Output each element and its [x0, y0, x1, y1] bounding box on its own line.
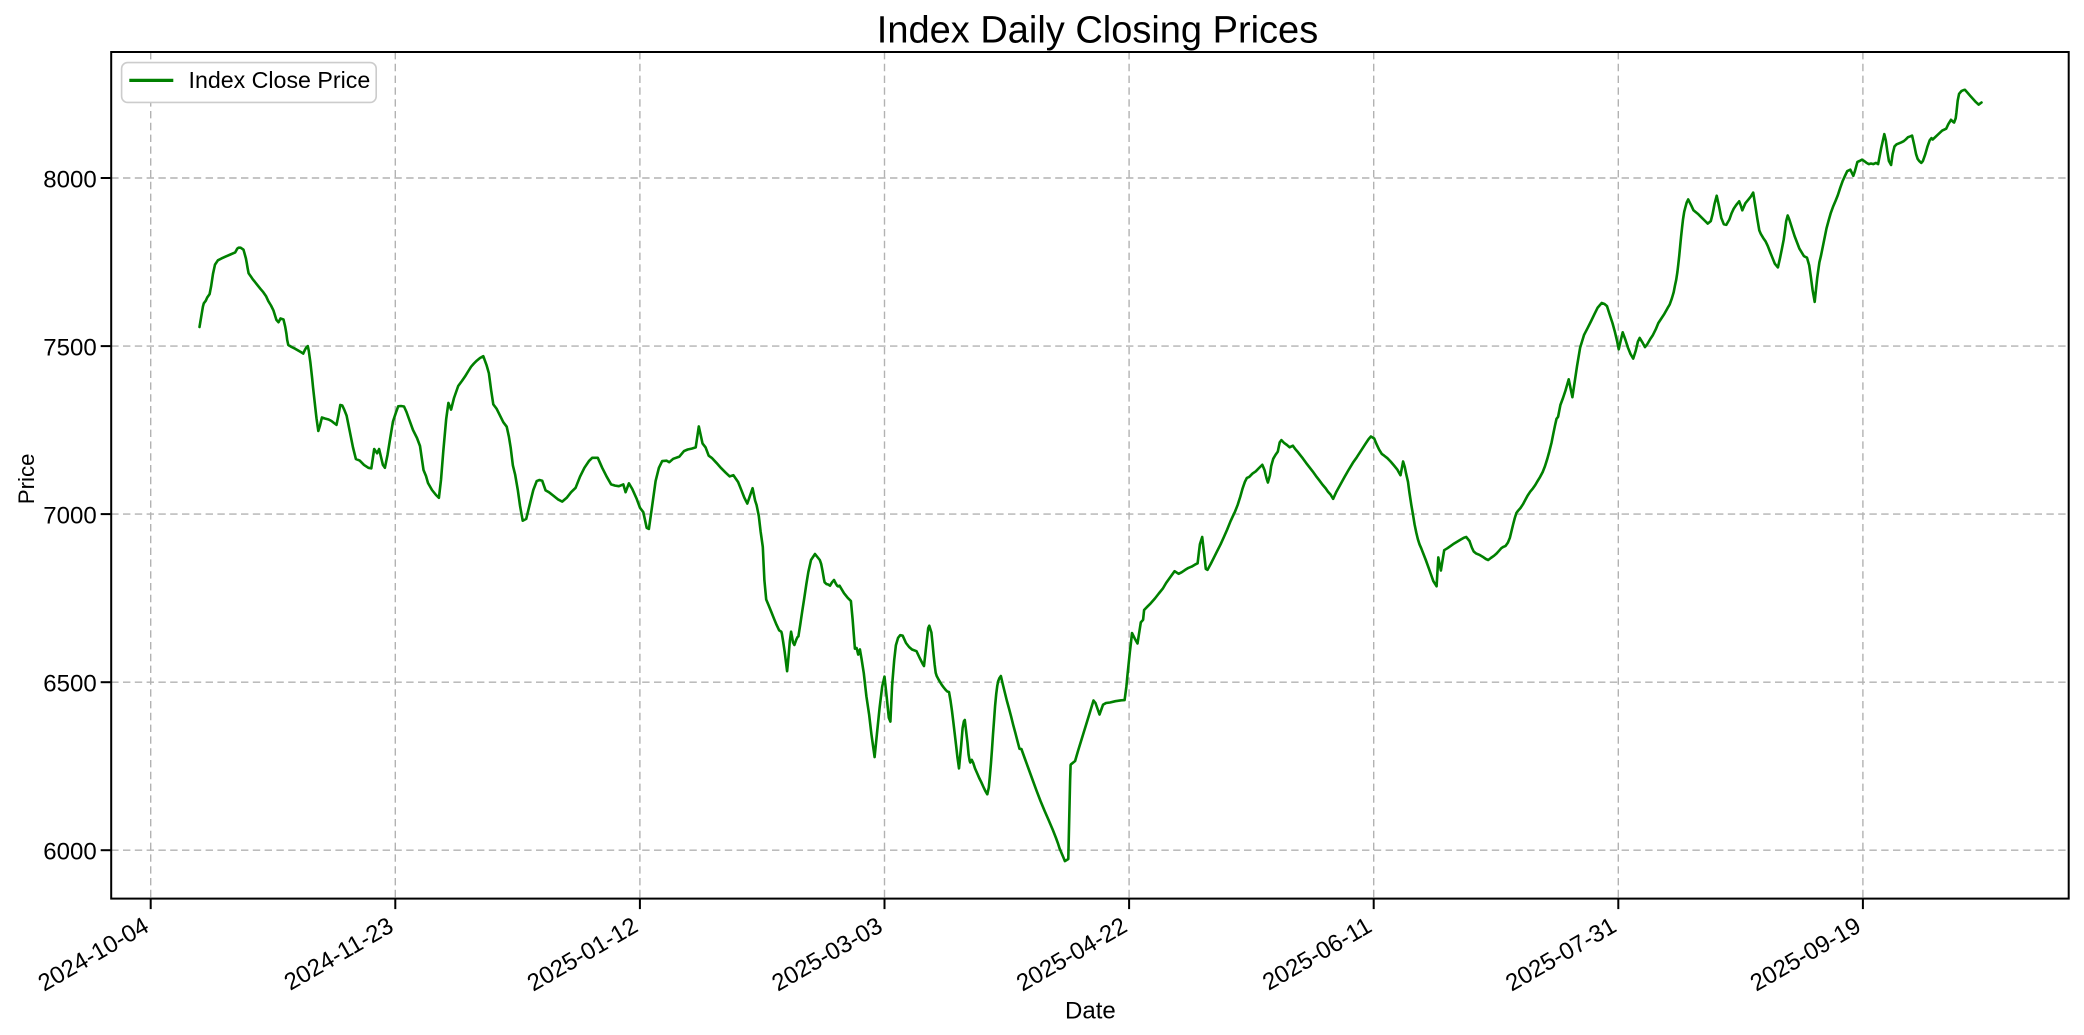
- svg-text:Date: Date: [1065, 998, 1116, 1025]
- svg-text:Index Daily Closing Prices: Index Daily Closing Prices: [877, 10, 1318, 52]
- svg-text:8000: 8000: [43, 166, 96, 193]
- svg-text:7500: 7500: [43, 334, 96, 361]
- svg-text:Index Close Price: Index Close Price: [189, 67, 371, 93]
- svg-text:6000: 6000: [43, 839, 96, 866]
- svg-text:6500: 6500: [43, 671, 96, 698]
- svg-text:7000: 7000: [43, 502, 96, 529]
- svg-text:Price: Price: [14, 453, 39, 504]
